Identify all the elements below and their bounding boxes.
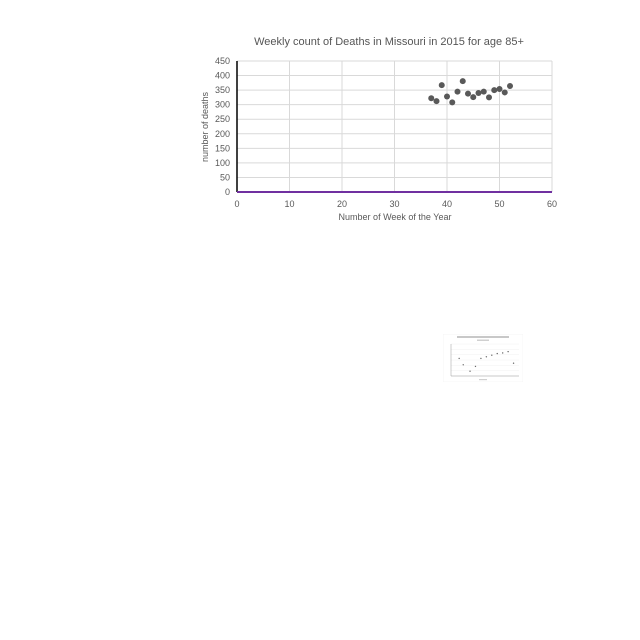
data-point <box>486 94 492 101</box>
x-tick-label: 30 <box>389 199 399 209</box>
data-point <box>507 83 513 90</box>
data-points <box>428 78 513 106</box>
data-point <box>459 78 466 85</box>
axes <box>236 61 552 193</box>
thumbnail-point <box>485 356 488 358</box>
x-tick-label: 10 <box>284 199 294 209</box>
data-point <box>470 94 477 101</box>
x-tick-label: 60 <box>547 199 557 209</box>
thumbnail-title-blur <box>457 336 509 338</box>
y-tick-label: 50 <box>220 172 230 182</box>
thumbnail-background <box>443 334 523 382</box>
y-tick-label: 250 <box>215 114 230 124</box>
thumbnail-point <box>458 357 460 360</box>
data-point <box>465 90 471 97</box>
thumbnail-point <box>496 352 498 355</box>
y-tick-label: 200 <box>215 129 230 139</box>
thumbnail-points <box>458 350 515 372</box>
grid-lines <box>236 60 553 193</box>
thumbnail-point <box>501 352 504 354</box>
data-point <box>449 99 456 106</box>
x-tick-label: 40 <box>442 199 452 209</box>
thumbnail-point <box>512 362 515 364</box>
data-point <box>496 85 503 92</box>
y-tick-label: 100 <box>215 158 230 168</box>
thumbnail-point <box>462 364 464 366</box>
data-point <box>475 90 482 97</box>
thumbnail-grid <box>450 343 519 377</box>
x-tick-label: 20 <box>337 199 347 209</box>
data-point <box>428 95 435 102</box>
thumbnail-point <box>469 370 471 372</box>
thumbnail-subtitle-blur <box>477 339 489 341</box>
x-axis-label: Number of Week of the Year <box>339 212 452 222</box>
y-tick-label: 300 <box>215 100 230 110</box>
thumbnail-chart <box>443 334 523 382</box>
thumbnail-point <box>474 365 477 368</box>
x-tick-label: 50 <box>494 199 504 209</box>
data-point <box>438 82 445 89</box>
y-tick-label: 450 <box>215 56 230 66</box>
y-tick-label: 150 <box>215 143 230 153</box>
data-point <box>491 87 498 94</box>
data-point <box>433 98 440 105</box>
thumbnail-xlabel-blur <box>479 379 487 381</box>
chart-title: Weekly count of Deaths in Missouri in 20… <box>254 36 524 48</box>
y-axis-label: number of deaths <box>200 91 210 162</box>
x-tick-label: 0 <box>234 199 239 209</box>
tick-labels: 0 50 100 150 200 250 300 350 400 450 0 10 20 30 40 50 60 <box>215 56 557 209</box>
y-tick-label: 350 <box>215 85 230 95</box>
thumbnail-point <box>480 357 482 360</box>
thumbnail-point <box>491 354 493 356</box>
y-tick-label: 400 <box>215 71 230 81</box>
data-point <box>501 89 508 96</box>
data-point <box>480 88 487 95</box>
thumbnail-point <box>507 350 509 353</box>
y-tick-label: 0 <box>225 187 230 197</box>
data-point <box>454 88 461 95</box>
data-point <box>444 93 450 100</box>
